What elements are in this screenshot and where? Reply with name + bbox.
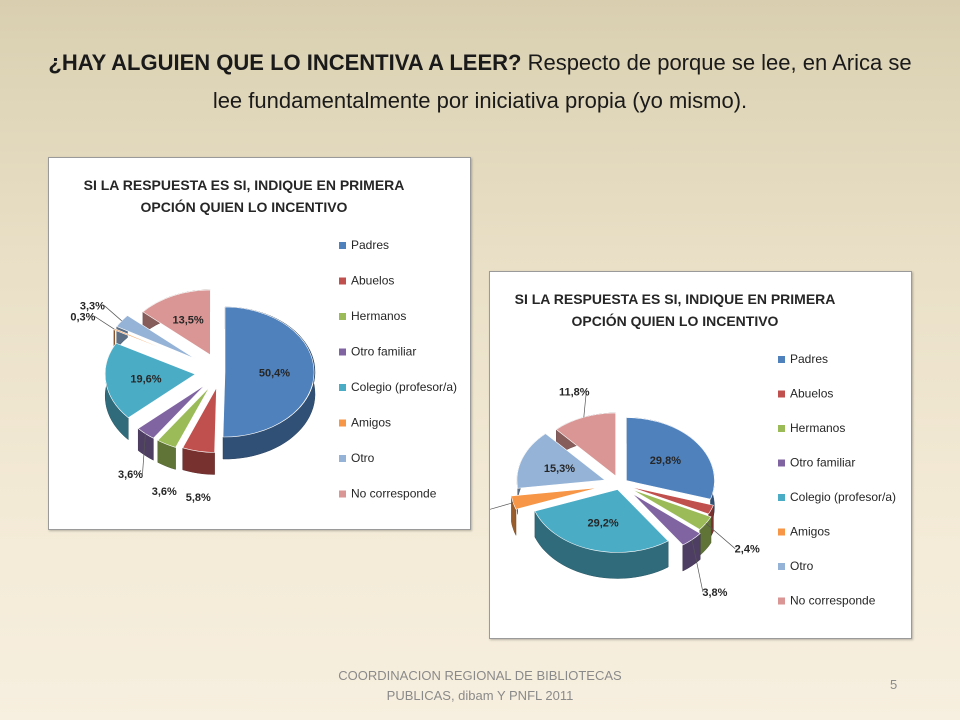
chart-title-line: SI LA RESPUESTA ES SI, INDIQUE EN PRIMER… [84, 177, 405, 193]
page-number: 5 [890, 677, 898, 692]
legend-label-otro: Otro [351, 451, 375, 465]
footer-credit: COORDINACION REGIONAL DE BIBLIOTECAS PUB… [300, 666, 660, 706]
leader-line-amigos [94, 316, 115, 330]
data-label-no-corresponde: 11,8% [559, 387, 590, 399]
data-label-otro-familiar: 3,6% [118, 469, 143, 481]
slice-hermanos [631, 489, 712, 530]
footer-line-1: COORDINACION REGIONAL DE BIBLIOTECAS [338, 668, 622, 683]
chart-title-line: OPCIÓN QUIEN LO INCENTIVO [141, 198, 348, 215]
leader-line-no-corresponde [583, 391, 587, 418]
legend-label-amigos: Amigos [351, 416, 391, 430]
slide-title: ¿HAY ALGUIEN QUE LO INCENTIVA A LEER? Re… [40, 44, 920, 120]
pie-chart-1: SI LA RESPUESTA ES SI, INDIQUE EN PRIMER… [48, 157, 471, 530]
legend-label-amigos: Amigos [790, 525, 830, 539]
slide-title-question: ¿HAY ALGUIEN QUE LO INCENTIVA A LEER? [48, 50, 522, 75]
chart-title-line: OPCIÓN QUIEN LO INCENTIVO [572, 312, 779, 329]
legend-swatch-otro [778, 563, 785, 570]
slice-otro [516, 433, 606, 489]
legend-swatch-amigos [339, 419, 346, 427]
legend-label-no-corresponde: No corresponde [790, 594, 876, 608]
leader-line-otro-familiar [142, 433, 146, 474]
legend-swatch-abuelos [339, 277, 346, 285]
slice-otro-familiar [631, 493, 701, 546]
leader-line-amigos [490, 502, 514, 510]
legend-swatch-hermanos [778, 425, 785, 432]
slice-no-corresponde [555, 412, 616, 477]
data-label-amigos: 0,3% [70, 312, 95, 324]
pie-chart-1-svg: SI LA RESPUESTA ES SI, INDIQUE EN PRIMER… [70, 177, 457, 504]
slice-otro [116, 315, 196, 359]
pie-chart-2: SI LA RESPUESTA ES SI, INDIQUE EN PRIMER… [489, 271, 912, 639]
legend-label-colegio-profesor-a: Colegio (profesor/a) [351, 380, 457, 394]
slice-colegio-profesor-a [104, 342, 196, 419]
slice-padres [626, 417, 715, 500]
slide-title-statement: Respecto de porque se lee, en Arica se l… [212, 50, 912, 113]
legend-swatch-otro-familiar [339, 348, 346, 356]
data-label-padres: 50,4% [259, 367, 290, 379]
legend-label-colegio-profesor-a: Colegio (profesor/a) [790, 490, 896, 504]
data-label-abuelos: 5,8% [186, 492, 211, 504]
data-label-no-corresponde: 13,5% [172, 314, 203, 326]
leader-line-otro [104, 305, 122, 322]
slice-abuelos [629, 486, 714, 515]
data-label-hermanos: 2,4% [735, 544, 760, 556]
legend-swatch-colegio-profesor-a [339, 384, 346, 391]
leader-line-hermanos [705, 523, 736, 549]
data-label-otro: 3,3% [80, 301, 105, 313]
legend-label-otro: Otro [790, 559, 814, 573]
slice-amigos [113, 328, 194, 362]
data-label-padres: 29,8% [650, 455, 681, 467]
legend-swatch-padres [339, 242, 346, 249]
data-label-hermanos: 3,6% [152, 486, 177, 498]
legend-label-otro-familiar: Otro familiar [351, 345, 416, 359]
legend-swatch-otro-familiar [778, 459, 785, 467]
legend-swatch-otro [339, 455, 346, 462]
legend-label-hermanos: Hermanos [790, 421, 845, 435]
legend-label-hermanos: Hermanos [351, 309, 406, 323]
legend-label-otro-familiar: Otro familiar [790, 456, 855, 470]
legend-label-no-corresponde: No corresponde [351, 487, 437, 501]
legend-swatch-hermanos [339, 313, 346, 320]
slice-colegio-profesor-a [534, 489, 669, 553]
legend-swatch-abuelos [778, 390, 785, 398]
chart-title-line: SI LA RESPUESTA ES SI, INDIQUE EN PRIMER… [515, 291, 836, 307]
slice-padres [222, 306, 315, 438]
data-label-otro-familiar: 3,8% [702, 587, 727, 599]
data-label-colegio-profesor-a: 29,2% [587, 518, 618, 530]
data-label-colegio-profesor-a: 19,6% [130, 373, 161, 385]
slice-hermanos [157, 386, 210, 448]
legend-swatch-padres [778, 356, 785, 363]
leader-line-otro-familiar [691, 539, 704, 592]
legend-label-abuelos: Abuelos [790, 387, 833, 401]
legend-label-padres: Padres [790, 352, 828, 366]
legend-swatch-amigos [778, 528, 785, 536]
data-label-otro: 15,3% [544, 463, 575, 475]
footer-line-2: PUBLICAS, dibam Y PNFL 2011 [386, 688, 574, 703]
slice-no-corresponde [142, 289, 211, 356]
legend-swatch-no-corresponde [339, 490, 346, 498]
legend-swatch-colegio-profesor-a [778, 494, 785, 501]
legend-label-abuelos: Abuelos [351, 274, 394, 288]
legend-label-padres: Padres [351, 238, 389, 252]
legend-swatch-no-corresponde [778, 597, 785, 605]
slice-abuelos [182, 387, 217, 453]
pie-chart-2-svg: SI LA RESPUESTA ES SI, INDIQUE EN PRIMER… [490, 291, 896, 608]
